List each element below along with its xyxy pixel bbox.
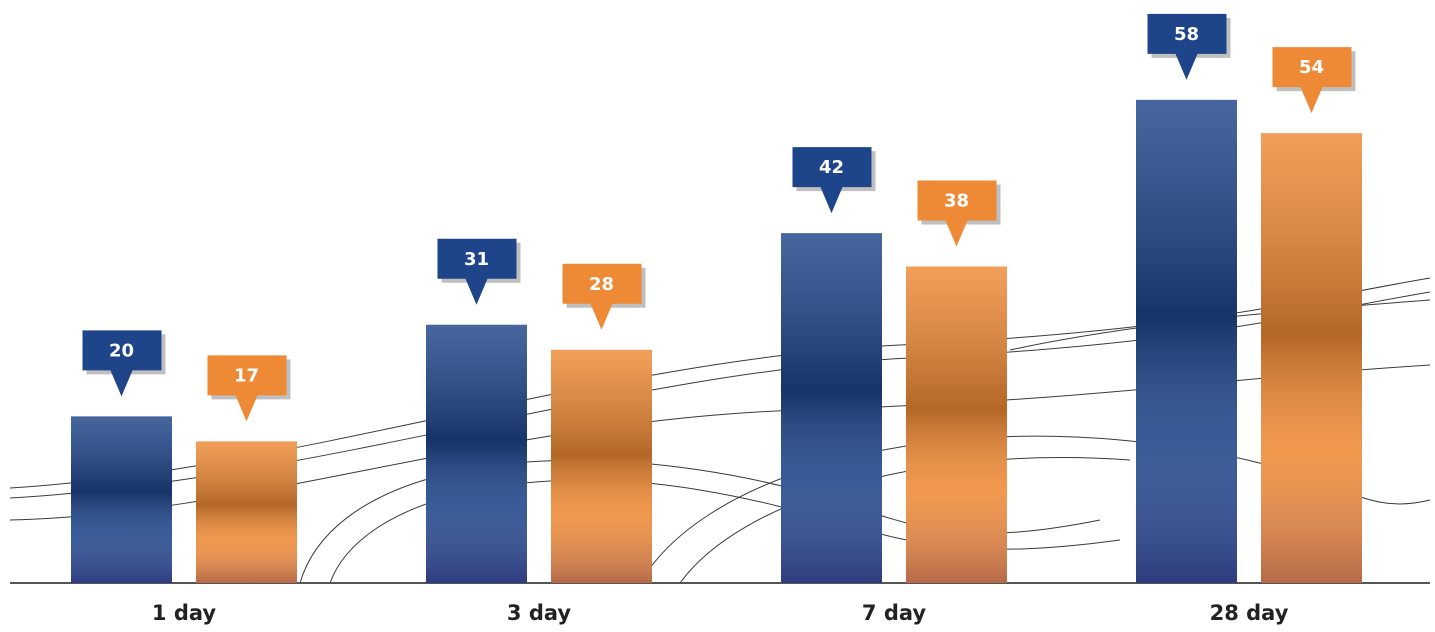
bar-photo-shade	[781, 233, 882, 583]
callout	[917, 180, 997, 247]
value-label: 54	[1299, 57, 1324, 78]
callout	[437, 238, 517, 305]
value-label: 28	[589, 274, 614, 295]
callout	[562, 263, 642, 330]
bar-photo-shade	[906, 266, 1007, 583]
bar-photo-shade	[71, 416, 172, 583]
callout	[207, 355, 287, 422]
bar-photo-shade	[551, 349, 652, 583]
value-label: 58	[1174, 24, 1199, 45]
category-label: 7 day	[862, 601, 926, 625]
category-label: 28 day	[1210, 601, 1289, 625]
callout	[82, 330, 162, 397]
category-label: 1 day	[152, 601, 216, 625]
value-label: 42	[819, 157, 844, 178]
bar-photo-shade	[196, 441, 297, 583]
callout	[792, 147, 872, 214]
bar-photo-shade	[426, 324, 527, 583]
value-label: 38	[944, 190, 969, 211]
bar-photo-shade	[1136, 99, 1237, 584]
value-label: 17	[234, 365, 259, 386]
category-label: 3 day	[507, 601, 571, 625]
callout	[1272, 47, 1352, 114]
callout	[1147, 13, 1227, 80]
value-label: 20	[109, 340, 134, 361]
bar-photo-shade	[1261, 133, 1362, 583]
value-label: 31	[464, 249, 489, 270]
